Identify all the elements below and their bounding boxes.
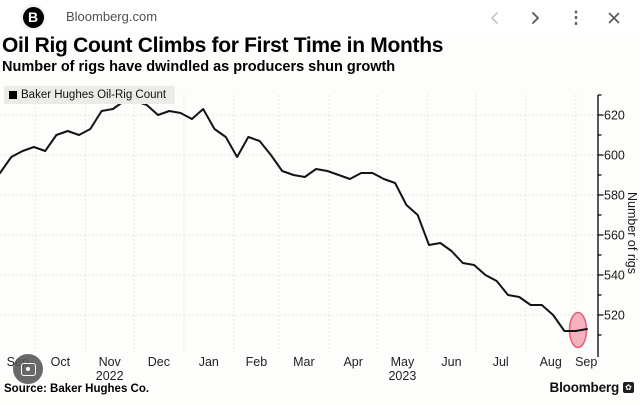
browser-pip-header: B Bloomberg.com ⋮ — [0, 0, 640, 34]
x-year-label: 2022 — [96, 369, 124, 383]
svg-text:520: 520 — [604, 309, 625, 323]
more-options-icon[interactable]: ⋮ — [567, 8, 585, 27]
legend: Baker Hughes Oil-Rig Count — [4, 86, 176, 104]
x-tick-label: Feb — [246, 355, 268, 369]
bloomberg-logo-text: Bloomberg — [549, 380, 620, 395]
svg-text:600: 600 — [604, 149, 625, 163]
chart-subtitle: Number of rigs have dwindled as producer… — [2, 59, 396, 75]
svg-text:620: 620 — [604, 109, 625, 123]
x-tick-label: Oct — [51, 355, 71, 369]
back-chevron-icon[interactable] — [483, 6, 507, 30]
bloomberg-logo: Bloomberg ✿ — [550, 380, 634, 395]
x-year-label: 2023 — [388, 369, 416, 383]
y-axis-title: Number of rigs — [625, 192, 639, 274]
x-tick-label: Aug — [540, 355, 562, 369]
capture-indicator-icon — [13, 354, 43, 384]
x-tick-label: Apr — [343, 355, 362, 369]
chart-title: Oil Rig Count Climbs for First Time in M… — [2, 34, 444, 57]
site-label: Bloomberg.com — [66, 9, 158, 24]
rig-count-line — [0, 100, 588, 332]
bloomberg-favicon-letter: B — [22, 6, 44, 28]
bloomberg-logo-mark-icon: ✿ — [623, 382, 634, 393]
x-tick-label: Dec — [148, 355, 170, 369]
x-tick-label: Nov — [99, 355, 122, 369]
bloomberg-favicon: B — [20, 4, 46, 30]
x-tick-label: May — [391, 355, 415, 369]
legend-label: Baker Hughes Oil-Rig Count — [21, 89, 167, 101]
x-tick-label: Jun — [441, 355, 461, 369]
forward-chevron-icon[interactable] — [523, 6, 547, 30]
legend-swatch — [9, 91, 17, 99]
svg-text:560: 560 — [604, 229, 625, 243]
x-tick-label: Jul — [493, 355, 509, 369]
x-tick-label: Sep — [575, 355, 597, 369]
x-tick-label: Jan — [199, 355, 219, 369]
svg-text:540: 540 — [604, 269, 625, 283]
close-icon[interactable] — [602, 6, 626, 30]
svg-text:580: 580 — [604, 189, 625, 203]
source-attribution: Source: Baker Hughes Co. — [4, 383, 150, 395]
x-tick-label: Mar — [293, 355, 315, 369]
